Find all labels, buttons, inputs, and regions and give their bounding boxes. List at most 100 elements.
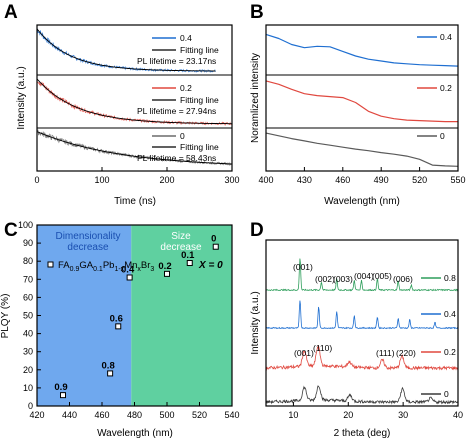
legend-d-label-04: 0.4 — [444, 309, 456, 319]
panel-c-y-tick-label: 70 — [23, 274, 33, 284]
x-equals-label: X = 0 — [198, 260, 223, 271]
plqy-point-label-0.4: 0.4 — [121, 264, 135, 275]
panel-c-y-tick-label: 90 — [23, 238, 33, 248]
panel-b-x-tick-label: 400 — [258, 175, 273, 185]
panel-c-y-ticks: 0 10 20 30 40 50 60 70 80 90 100 — [18, 220, 41, 411]
hkl-bot-111: (111) — [376, 348, 395, 358]
panel-b-ylabel: Noramlized intensity — [250, 53, 261, 143]
fit-curve-0 — [36, 131, 233, 165]
panel-c-y-tick-label: 100 — [18, 220, 33, 230]
panel-b-x-tick-label: 430 — [297, 175, 312, 185]
formula: FA0.9GA0.1Pb1-xMnxBr3 — [58, 260, 154, 273]
hkl-top-003: (003) — [333, 274, 353, 284]
panel-c-y-tick-label: 40 — [23, 329, 33, 339]
region-label-dim-1: Dimensionality — [55, 231, 120, 242]
lifetime-label-0: PL lifetime = 58.43ns — [137, 153, 216, 163]
panel-c-x-tick-label: 540 — [224, 410, 239, 420]
region-label-size-1: Size — [171, 231, 191, 242]
absorbance-curve-0 — [265, 132, 459, 167]
panel-d-x-tick-label: 20 — [343, 410, 353, 420]
legend-d-label-02: 0.2 — [444, 347, 456, 357]
plqy-point-0.4 — [126, 274, 133, 281]
legend-a-label-0: 0 — [180, 131, 185, 141]
panel-c-x-tick-label: 440 — [62, 410, 77, 420]
panel-d-x-tick-label: 30 — [398, 410, 408, 420]
panel-a: A 0.4 Fitting line PL lifetime = 23.17ns… — [4, 2, 240, 207]
lifetime-label-02: PL lifetime = 27.94ns — [137, 106, 216, 116]
panel-a-xlabel: Time (ns) — [114, 196, 156, 207]
plqy-point-label-0.2: 0.2 — [158, 261, 171, 272]
region-size — [131, 225, 232, 406]
xrd-pattern-0.2 — [265, 345, 459, 371]
legend-a-fit-label-2: Fitting line — [180, 95, 219, 105]
panel-a-frame — [36, 24, 233, 172]
panel-a-ylabel: Intensity (a.u.) — [16, 66, 27, 129]
panel-c-y-tick-label: 50 — [23, 311, 33, 321]
panel-a-x-tick-label: 100 — [94, 175, 109, 185]
plqy-point-0.1 — [186, 260, 193, 267]
plqy-point-0.2 — [164, 270, 170, 277]
panel-d: D 0.8 0.4 0.2 0 (001) (002) (003) (004) … — [250, 220, 463, 439]
panel-c: C Dimensionality decrease Size decrease … — [0, 220, 240, 439]
panel-a-x-tick-label: 300 — [224, 175, 239, 185]
panel-d-ylabel: Intensity (a.u.) — [250, 291, 261, 354]
panel-a-x-tick-label: 200 — [159, 175, 174, 185]
panel-b-x-tick-label: 490 — [374, 175, 389, 185]
panel-d-frame — [265, 239, 459, 407]
fit-curve-0.2 — [36, 78, 232, 125]
formula-marker — [47, 261, 54, 268]
panel-a-curves — [36, 28, 233, 167]
panel-a-x-tick-label: 0 — [34, 175, 39, 185]
hkl-bot-110: (110) — [313, 343, 332, 353]
region-label-dim-2: decrease — [67, 242, 109, 253]
plqy-point-0.9 — [60, 392, 66, 399]
xrd-pattern-0.8 — [265, 258, 459, 292]
xrd-pattern-0.4 — [265, 300, 458, 330]
hkl-top-005: (005) — [372, 271, 392, 281]
panel-b-xlabel: Wavelength (nm) — [324, 196, 400, 207]
hkl-bot-001: (001) — [294, 348, 314, 358]
hkl-top-004: (004) — [354, 271, 374, 281]
panel-a-x-ticks: 0 100 200 300 — [34, 167, 240, 185]
panel-d-x-ticks: 10 20 30 40 — [288, 402, 463, 420]
legend-a-fit-label-3: Fitting line — [180, 142, 219, 152]
panel-c-y-tick-label: 60 — [23, 292, 33, 302]
plqy-point-0.8 — [107, 370, 114, 377]
panel-c-y-tick-label: 10 — [23, 383, 33, 393]
panel-letter-a: A — [4, 2, 18, 23]
plqy-point-label-0: 0 — [211, 234, 216, 245]
fit-curve-0.4 — [36, 28, 216, 72]
absorbance-curve-0.4 — [265, 33, 459, 67]
legend-d-label-08: 0.8 — [444, 273, 456, 283]
hkl-top-001: (001) — [293, 262, 313, 272]
plqy-point-label-0.8: 0.8 — [102, 360, 115, 371]
absorbance-curve-0.2 — [265, 80, 458, 123]
legend-a-label-02: 0.2 — [180, 83, 192, 93]
panel-c-y-tick-label: 30 — [23, 347, 33, 357]
panel-d-xlabel: 2 theta (deg) — [334, 428, 391, 439]
legend-d-label-0: 0 — [444, 389, 449, 399]
panel-c-x-tick-label: 420 — [29, 410, 44, 420]
legend-b-label-04: 0.4 — [440, 32, 452, 42]
panel-c-points: 0.9 0.8 0.6 0.4 0.2 0.1 0 — [54, 234, 219, 399]
plqy-point-0.6 — [115, 323, 122, 330]
panel-b-x-tick-label: 550 — [450, 175, 465, 185]
panel-b-x-tick-label: 460 — [335, 175, 350, 185]
panel-c-y-tick-label: 20 — [23, 365, 33, 375]
panel-d-x-tick-label: 40 — [453, 410, 463, 420]
panel-c-x-tick-label: 480 — [127, 410, 142, 420]
panel-c-x-tick-label: 520 — [192, 410, 207, 420]
region-label-size-2: decrease — [160, 242, 202, 253]
panel-b-curves — [265, 33, 459, 167]
hkl-top-006: (006) — [393, 274, 413, 284]
hkl-bot-220: (220) — [396, 348, 416, 358]
panel-b-x-ticks: 400 430 460 490 520 550 — [258, 167, 466, 185]
legend-b-label-0: 0 — [440, 131, 445, 141]
plqy-point-label-0.1: 0.1 — [181, 250, 195, 261]
panel-d-x-tick-label: 10 — [288, 410, 298, 420]
panel-letter-b: B — [250, 2, 264, 23]
legend-a-fit-label-1: Fitting line — [180, 45, 219, 55]
panel-letter-c: C — [4, 220, 18, 241]
panel-c-ylabel: PLQY (%) — [0, 294, 11, 339]
